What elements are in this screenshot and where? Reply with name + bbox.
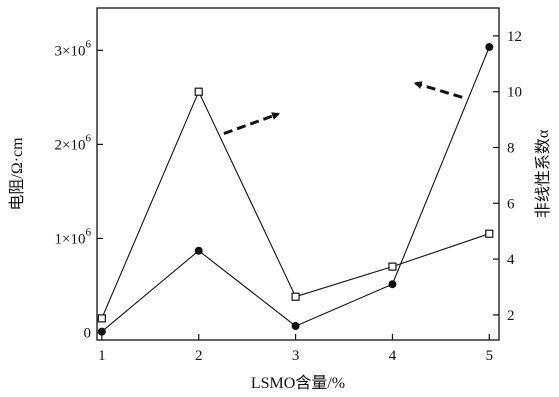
y-axis-right-title: 非线性系数α: [534, 129, 552, 218]
y-left-tick-label: 0: [84, 325, 92, 341]
plot-frame: [96, 7, 500, 341]
dashed-arrow-2: [413, 81, 463, 99]
series-1-point: [194, 87, 203, 96]
x-tick-label: 5: [486, 348, 494, 364]
annotation-layer: [223, 81, 463, 135]
x-tick-label: 1: [98, 348, 106, 364]
x-tick-label: 4: [389, 348, 397, 364]
y-left-tick-label: 3×106: [55, 38, 92, 59]
x-tick-label: 2: [195, 348, 203, 364]
series-2-point: [388, 280, 397, 289]
series-1-point: [291, 292, 300, 301]
x-axis-title: LSMO含量/%: [251, 374, 345, 392]
y-right-tick-label: 4: [507, 252, 515, 268]
series-2-point: [291, 322, 300, 331]
series-2-point: [485, 43, 494, 52]
y-right-tick-label: 6: [507, 196, 515, 212]
y-right-tick-label: 10: [507, 85, 522, 101]
y-left-tick-label: 2×106: [55, 132, 92, 153]
series-1-point: [388, 262, 397, 271]
series-2-line: [101, 46, 490, 333]
y-right-tick-label: 8: [507, 140, 515, 156]
series-layer: [97, 43, 494, 336]
dashed-arrow-1: [223, 112, 281, 135]
series-1-point: [485, 229, 494, 238]
series-2-point: [97, 327, 106, 336]
y-axis-left-title: 电阻/Ω·cm: [8, 137, 26, 211]
y-right-tick-label: 12: [507, 29, 522, 45]
y-right-tick-label: 2: [507, 308, 515, 324]
series-1-line: [101, 90, 490, 319]
series-2-point: [194, 246, 203, 255]
series-1-point: [97, 314, 106, 323]
y-left-tick-label: 1×106: [55, 226, 92, 247]
x-tick-label: 3: [292, 348, 300, 364]
